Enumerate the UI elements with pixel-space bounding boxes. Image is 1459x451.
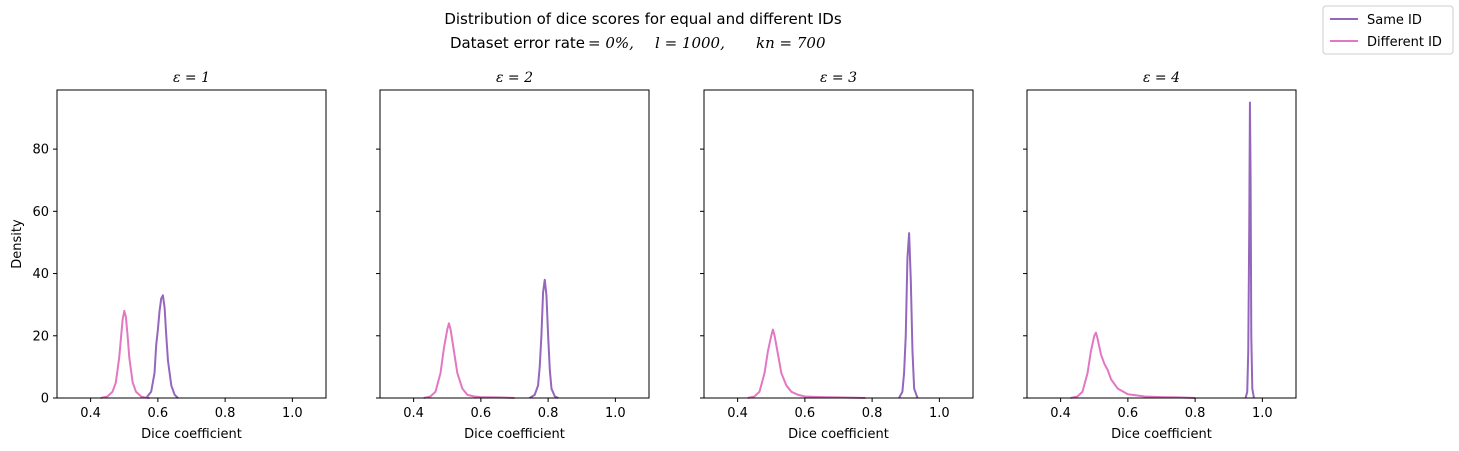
figure-subtitle: Dataset error rate = 0%, l = 1000, kn = … xyxy=(450,34,826,52)
y-tick-label: 60 xyxy=(32,205,49,220)
y-tick-label: 0 xyxy=(41,392,49,407)
axes-frame xyxy=(56,89,327,399)
axes-frame xyxy=(379,89,650,399)
x-tick-label: 0.6 xyxy=(471,406,492,421)
subplot-2: ε = 2 0.4 0.6 0.8 1.0 Dice coefficient xyxy=(376,70,650,442)
x-tick-label: 0.4 xyxy=(727,406,748,421)
y-tick-label: 40 xyxy=(32,267,49,282)
x-tick-label: 0.4 xyxy=(403,406,424,421)
subplot-title: ε = 4 xyxy=(1143,70,1180,86)
x-tick-label: 1.0 xyxy=(282,406,303,421)
y-tick-label: 80 xyxy=(32,143,49,158)
figure-subtitle-kn: kn = 700 xyxy=(756,34,826,52)
figure-title: Distribution of dice scores for equal an… xyxy=(444,10,842,28)
subplots: ε = 1 0.4 0.6 0.8 1.0 0 20 40 60 80 Dice coefficie… xyxy=(10,70,1297,442)
x-axis-label: Dice coefficient xyxy=(788,427,889,442)
series-line-different-id xyxy=(1070,331,1196,399)
series-line-different-id xyxy=(423,322,515,399)
x-tick-label: 0.8 xyxy=(215,406,236,421)
series-line-different-id xyxy=(747,328,866,399)
legend-entry-different-id: Different ID xyxy=(1330,35,1442,50)
x-axis-label: Dice coefficient xyxy=(141,427,242,442)
y-tick-label: 20 xyxy=(32,329,49,344)
x-tick-label: 1.0 xyxy=(605,406,626,421)
subplot-title: ε = 3 xyxy=(820,70,857,86)
series-line-same-id xyxy=(145,294,179,399)
x-tick-label: 0.8 xyxy=(538,406,559,421)
legend-label-same-id: Same ID xyxy=(1367,13,1422,28)
legend: Same ID Different ID xyxy=(1322,5,1454,55)
x-tick-label: 1.0 xyxy=(1252,406,1273,421)
x-tick-label: 0.8 xyxy=(862,406,883,421)
subplot-4: ε = 4 0.4 0.6 0.8 1.0 Dice coefficient xyxy=(1023,70,1297,442)
x-axis-label: Dice coefficient xyxy=(464,427,565,442)
figure-subtitle-prefix: Dataset error rate xyxy=(450,34,585,52)
axes-frame xyxy=(703,89,974,399)
series-line-same-id xyxy=(898,232,919,399)
series-line-same-id xyxy=(1244,101,1255,399)
subplot-1: ε = 1 0.4 0.6 0.8 1.0 0 20 40 60 80 Dice coefficie… xyxy=(10,70,327,442)
subplot-3: ε = 3 0.4 0.6 0.8 1.0 Dice coefficient xyxy=(700,70,974,442)
x-tick-label: 0.6 xyxy=(795,406,816,421)
x-tick-label: 0.4 xyxy=(80,406,101,421)
figure-subtitle-l: l = 1000, xyxy=(655,34,725,52)
x-tick-label: 0.6 xyxy=(1118,406,1139,421)
legend-label-different-id: Different ID xyxy=(1367,35,1442,50)
x-axis-label: Dice coefficient xyxy=(1111,427,1212,442)
subplot-title: ε = 1 xyxy=(173,70,210,86)
legend-entry-same-id: Same ID xyxy=(1330,13,1422,28)
x-tick-label: 1.0 xyxy=(929,406,950,421)
subplot-title: ε = 2 xyxy=(496,70,533,86)
axes-frame xyxy=(1026,89,1297,399)
x-tick-label: 0.8 xyxy=(1185,406,1206,421)
y-axis-label: Density xyxy=(10,219,25,269)
series-line-different-id xyxy=(100,309,150,399)
series-line-same-id xyxy=(529,278,559,399)
figure-subtitle-error-rate: = 0%, xyxy=(588,34,634,52)
x-tick-label: 0.6 xyxy=(148,406,169,421)
x-tick-label: 0.4 xyxy=(1050,406,1071,421)
